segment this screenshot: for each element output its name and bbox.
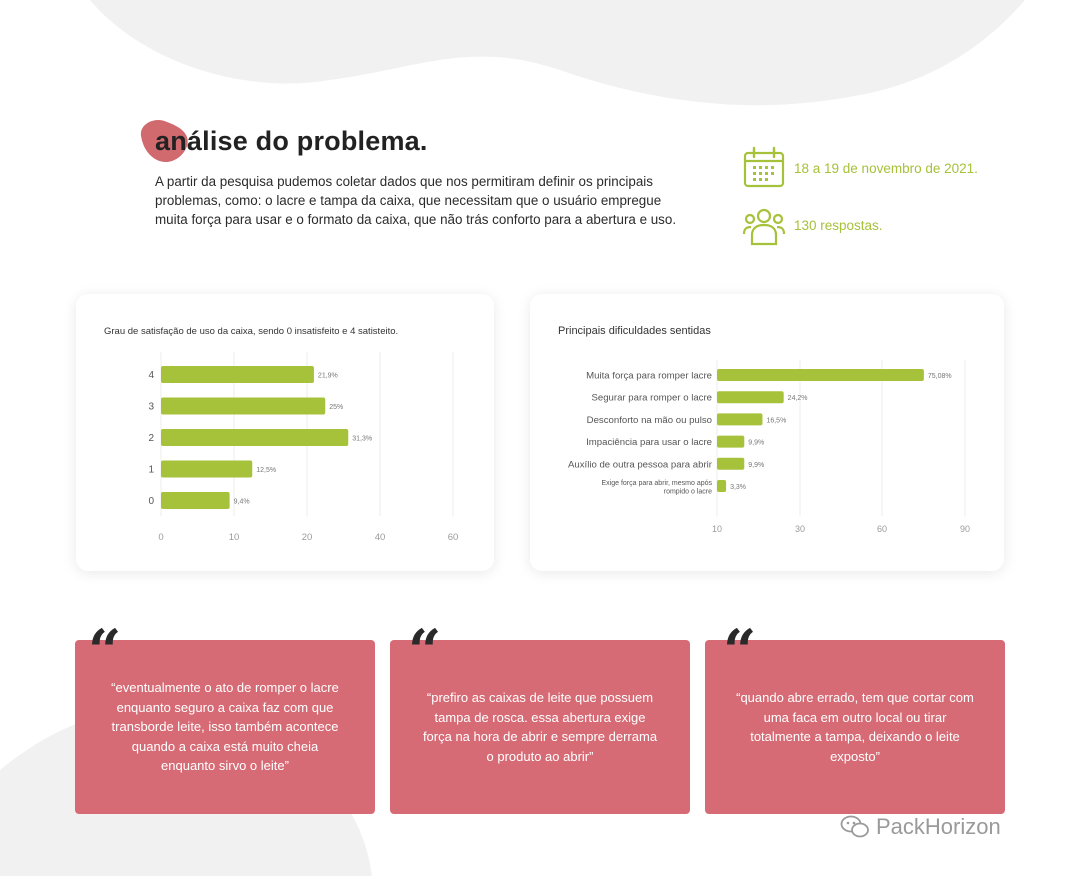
satisfaction-chart-card: Grau de satisfação de uso da caixa, send… [76,294,494,571]
calendar-icon [743,146,785,188]
bar-value-label: 3,3% [730,484,746,491]
y-category-label: rompido o lacre [664,489,712,496]
people-icon [742,208,786,246]
bar [717,369,924,381]
x-tick-label: 90 [960,524,970,534]
quote-text-2: “prefiro as caixas de leite que possuem … [422,690,658,764]
responses-count-text: 130 respostas. [794,217,883,233]
quote-mark-icon: “ [88,617,122,685]
bar-value-label: 21,9% [318,373,338,380]
quote-text-3: “quando abre errado, tem que cortar com … [736,690,974,764]
bar [717,391,784,404]
bar-value-label: 9,9% [748,462,764,469]
bar [161,429,349,446]
y-category-label: 3 [148,402,154,413]
watermark: PackHorizon [840,814,1001,840]
x-tick-label: 20 [302,532,313,543]
bar-value-label: 25% [329,404,343,411]
quote-card-2: “prefiro as caixas de leite que possuem … [390,640,690,814]
quote-mark-icon: “ [723,617,757,685]
bar [717,457,745,470]
bar [717,435,745,448]
y-category-label: 1 [148,465,154,476]
x-tick-label: 30 [795,524,805,534]
survey-date-row: 18 a 19 de novembro de 2021. [742,146,978,190]
quote-card-1: “eventualmente o ato de romper o lacre e… [75,640,375,814]
title-blob-decoration [140,119,188,163]
difficulties-chart-card: Principais dificuldades sentidas 10 30 60 9… [530,294,1004,571]
bar [161,397,326,415]
chat-bubble-icon [840,815,869,838]
bar [161,366,314,383]
x-tick-label: 10 [712,524,722,534]
y-category-label: Segurar para romper o lacre [591,393,712,404]
difficulties-bar-chart: 10 30 60 90 Muita força para romper lacre 75,… [568,360,970,534]
bar-value-label: 16,5% [766,417,786,424]
bar [161,460,253,478]
bar-value-label: 12,5% [256,467,276,474]
bar-value-label: 31,3% [352,436,372,443]
x-tick-label: 0 [158,532,163,543]
bar [717,480,727,492]
bar [717,413,763,426]
satisfaction-chart-title: Grau de satisfação de uso da caixa, send… [104,326,399,337]
top-background-shape [90,0,1025,106]
satisfaction-bar-chart: 0 10 20 40 60 4 21,9% 3 25% 2 31,3% 1 12,5% 0 9,4% [148,352,459,543]
y-category-label: Auxílio de outra pessoa para abrir [568,459,713,470]
y-category-label: Exige força para abrir, mesmo após [602,480,713,487]
bar-value-label: 24,2% [788,395,808,402]
responses-row: 130 respostas. [742,203,883,247]
intro-paragraph: A partir da pesquisa pudemos coletar dad… [155,174,677,227]
watermark-text: PackHorizon [876,814,1001,839]
survey-date-text: 18 a 19 de novembro de 2021. [794,160,978,176]
bar-value-label: 9,9% [748,440,764,447]
quote-card-3: “quando abre errado, tem que cortar com … [705,640,1005,814]
y-category-label: Impaciência para usar o lacre [586,437,712,448]
x-tick-label: 60 [877,524,887,534]
x-tick-label: 60 [448,532,459,543]
bar-value-label: 75,08% [928,373,952,380]
y-category-label: 0 [148,496,154,507]
quote-text-1: “eventualmente o ato de romper o lacre e… [111,680,339,774]
bar [161,492,230,509]
bar-value-label: 9,4% [234,499,250,506]
quote-mark-icon: “ [408,617,442,685]
y-category-label: Desconforto na mão ou pulso [587,415,712,426]
x-tick-label: 40 [375,532,386,543]
y-category-label: 2 [148,433,154,444]
x-tick-label: 10 [229,532,240,543]
difficulties-chart-title: Principais dificuldades sentidas [558,325,711,337]
y-category-label: 4 [148,370,154,381]
y-category-label: Muita força para romper lacre [586,371,712,382]
page-title: análise do problema. [155,126,428,156]
